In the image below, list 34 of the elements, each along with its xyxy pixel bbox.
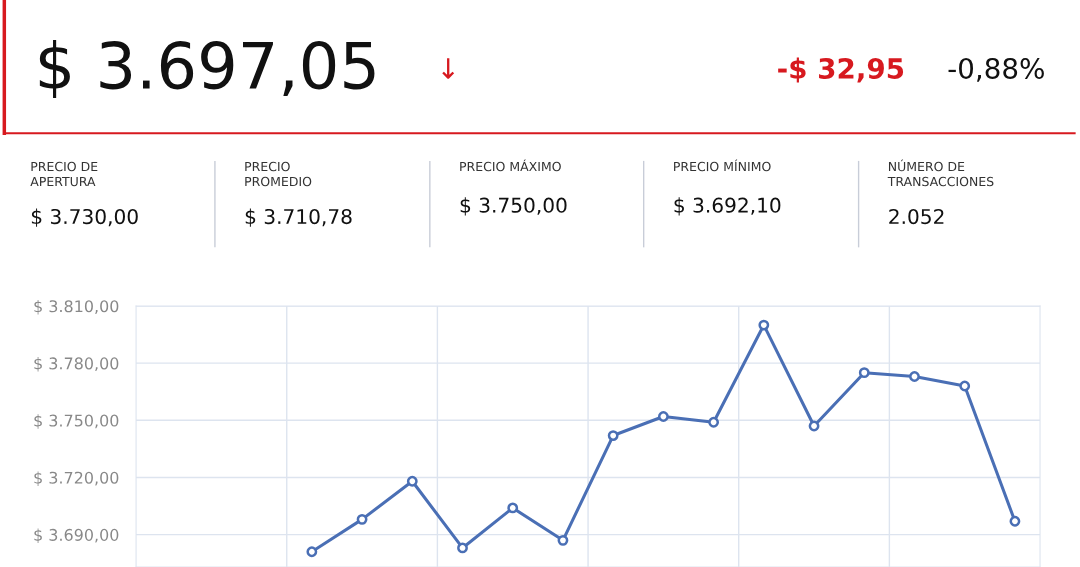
text: $ 3.692,10	[674, 197, 781, 216]
y-tick-label: $ 3.750,00	[34, 414, 119, 429]
text: NÚMERO DE TRANSACCIONES	[887, 159, 994, 187]
text: $ 3.710,78	[245, 208, 352, 227]
point	[657, 411, 669, 422]
point	[457, 542, 468, 554]
point	[909, 371, 920, 382]
text: PRECIO PROMEDIO	[245, 161, 312, 187]
text: -0,88%	[948, 57, 1044, 82]
point	[808, 420, 820, 432]
text: -$ 32,95	[778, 57, 904, 83]
text: ↓	[442, 58, 455, 79]
point	[607, 430, 619, 441]
point	[959, 380, 971, 392]
chart-title: $ 3.697,05	[39, 39, 375, 98]
point	[1009, 515, 1021, 527]
point	[758, 319, 770, 331]
point	[507, 502, 519, 514]
text: PRECIO MÍNIMO	[674, 159, 771, 172]
text: $ 3.750,00	[460, 197, 567, 216]
y-tick-label: $ 3.810,00	[34, 299, 119, 315]
text: $ 3.730,00	[31, 208, 138, 227]
text: PRECIO DE APERTURA	[30, 161, 98, 187]
point	[306, 546, 318, 558]
text: PRECIO MÁXIMO	[460, 159, 561, 172]
point	[406, 475, 418, 487]
point	[708, 416, 720, 428]
point	[858, 367, 870, 379]
y-tick-label: $ 3.720,00	[34, 471, 119, 486]
point	[356, 513, 368, 525]
text: 2.052	[889, 208, 944, 225]
y-tick-label: $ 3.690,00	[34, 528, 119, 544]
y-tick-label: $ 3.780,00	[34, 357, 119, 372]
point	[557, 534, 569, 546]
